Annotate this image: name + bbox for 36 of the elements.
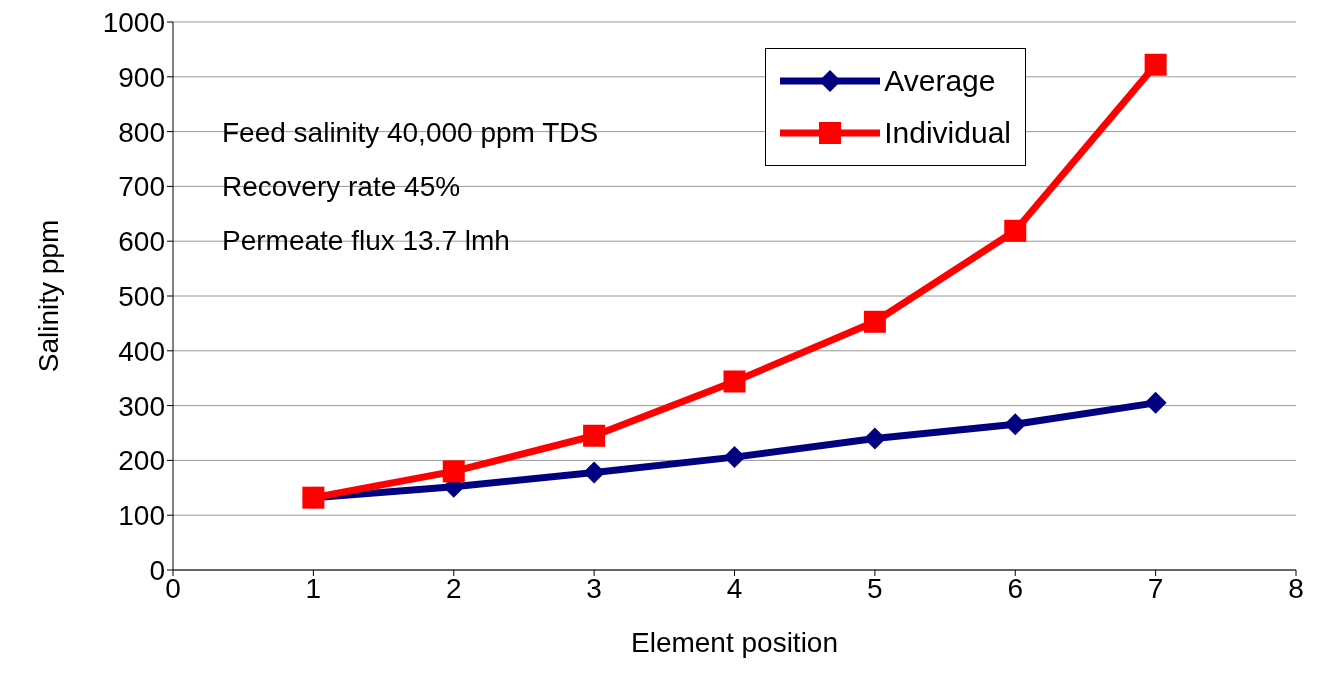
y-axis-title: Salinity ppm	[32, 219, 64, 373]
y-tick-label: 800	[118, 116, 165, 148]
annotation: Permeate flux 13.7 lmh	[222, 224, 511, 258]
x-tick-label: 6	[1007, 572, 1024, 604]
point	[1004, 413, 1027, 436]
x-tick-label: 3	[586, 572, 602, 604]
point	[863, 427, 886, 450]
x-tick-label: 5	[867, 572, 883, 604]
annotation: Recovery rate 45%	[222, 170, 462, 204]
point	[583, 461, 606, 484]
x-axis-title: Element position	[630, 627, 839, 658]
y-tick-label: 900	[118, 61, 165, 93]
x-tick-label: 7	[1147, 572, 1164, 604]
x-tick-label: 2	[445, 572, 462, 604]
legend-label: Average	[884, 64, 996, 98]
y-tick-label: 200	[118, 445, 165, 477]
x-tick-label: 1	[305, 572, 322, 604]
point	[1004, 219, 1027, 242]
point	[1144, 53, 1167, 76]
y-tick-label: 600	[118, 226, 165, 258]
y-tick-label: 400	[118, 335, 165, 367]
x-tick-label: 8	[1288, 572, 1304, 604]
point	[442, 460, 465, 483]
y-tick-label: 1000	[102, 6, 165, 38]
point	[723, 370, 746, 393]
point	[583, 424, 606, 447]
y-tick-label: 500	[118, 280, 165, 312]
point	[863, 310, 886, 333]
y-tick-label: 700	[118, 171, 165, 203]
y-tick-label: 100	[118, 500, 165, 532]
legend-label: Individual	[884, 116, 1011, 150]
y-tick-label: 300	[118, 390, 165, 422]
x-tick-label: 4	[726, 572, 743, 604]
point	[1144, 391, 1167, 414]
point	[723, 446, 746, 469]
annotation: Feed salinity 40,000 ppm TDS	[222, 116, 599, 150]
